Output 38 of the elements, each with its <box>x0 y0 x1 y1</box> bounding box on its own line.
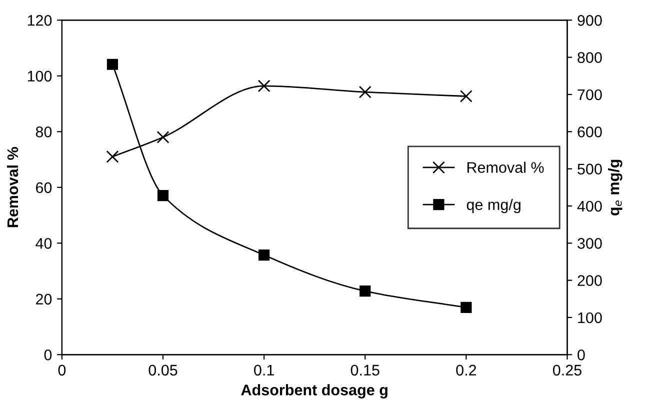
y2-tick-label: 400 <box>577 200 602 212</box>
y2-tick-label: 600 <box>578 126 602 138</box>
y-axis-title: Removal % <box>6 147 18 228</box>
y-tick-label: 0 <box>44 350 52 360</box>
point <box>258 80 270 92</box>
point <box>156 130 170 144</box>
point <box>106 150 119 163</box>
legend-label: qe mg/g <box>466 198 520 214</box>
x-tick-label: 0.25 <box>552 364 582 376</box>
y2-tick-label: 500 <box>578 164 602 174</box>
x-tick-label: 0.1 <box>254 364 274 376</box>
point <box>106 58 118 70</box>
point <box>360 286 371 297</box>
y2-tick-label: 300 <box>578 238 602 249</box>
y-tick-label: 20 <box>36 294 52 305</box>
point <box>157 190 169 202</box>
x-tick-label: 0.15 <box>350 364 380 376</box>
point <box>358 86 372 98</box>
x-tick-label: 0.2 <box>456 364 476 376</box>
y2-tick-label: 700 <box>578 89 602 100</box>
point <box>460 302 472 313</box>
x-tick-label: 0 <box>58 364 66 376</box>
point <box>258 249 270 261</box>
x-axis-title: Adsorbent dosage g <box>241 384 388 398</box>
y2-axis-title: q$_{e}$ mg/g <box>608 160 622 216</box>
y-tick-label: 80 <box>36 126 52 138</box>
legend-label: Removal % <box>467 162 544 173</box>
y2-tick-label: 0 <box>578 350 585 360</box>
y2-tick-label: 900 <box>578 15 602 26</box>
point <box>460 90 472 102</box>
y2-tick-label: 200 <box>578 275 602 286</box>
y-tick-label: 120 <box>28 15 52 26</box>
y2-tick-label: 100 <box>578 312 602 324</box>
y-tick-label: 60 <box>36 182 52 194</box>
y2-tick-label: 800 <box>578 52 602 63</box>
y-tick-label: 100 <box>28 70 52 82</box>
x-tick-label: 0.05 <box>148 364 178 376</box>
y-tick-label: 40 <box>36 238 52 249</box>
